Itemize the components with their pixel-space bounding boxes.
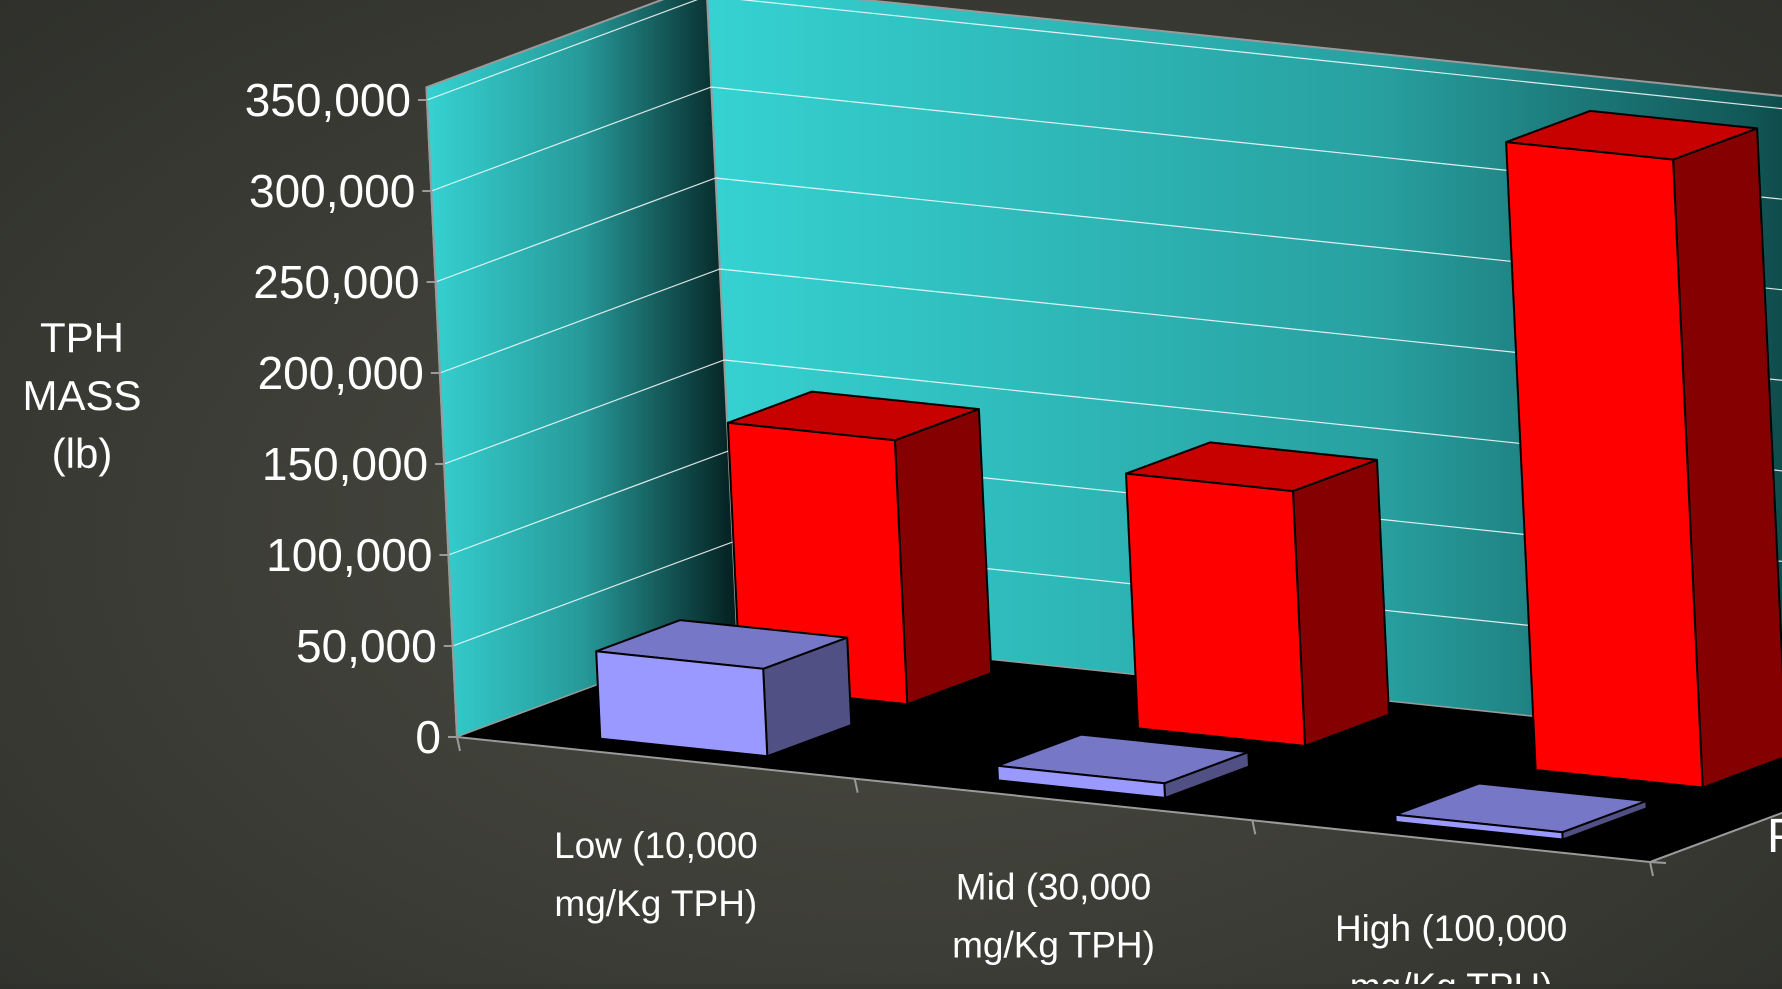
axis-labels: 0 50,000 100,000 150,000 200,000 250,000 300,0… [22,74,1782,989]
y-axis-title-line: MASS [22,372,141,419]
bars [595,109,1782,841]
bar-front [1505,141,1704,789]
depth-tick [1649,861,1667,864]
bar-front [1125,472,1306,747]
x-tick [456,736,461,752]
x-category-label: mg/Kg TPH) [952,925,1155,966]
y-tick-label: 150,000 [262,438,428,490]
y-tick-label: 0 [415,711,441,763]
bar-side [893,408,993,706]
x-category-label: High (100,000 [1335,908,1567,949]
bar-post-3 [1394,782,1648,841]
y-tick-label: 50,000 [296,620,437,672]
gridline [426,0,1782,110]
bar-front [1394,813,1564,841]
x-tick [1251,820,1257,835]
depth-axis-line [1649,811,1782,863]
bar-front [996,764,1166,799]
bar-pre-2 [1125,441,1390,747]
x-category-label: Mid (30,000 [956,867,1151,908]
x-category-label: mg/Kg TPH) [554,883,757,924]
x-category-label: Low (10,000 [554,825,758,866]
y-tick-label: 350,000 [245,74,411,126]
bar-post-1 [595,619,853,758]
y-tick-label: 250,000 [253,256,419,308]
x-tick [853,778,859,793]
x-tick [1649,861,1654,877]
y-tick-label: 300,000 [249,165,415,217]
y-tick-label: 100,000 [266,529,432,581]
bar-post-2 [996,733,1250,799]
bar-pre-3 [1505,109,1782,789]
y-axis-title-line: (lb) [52,430,113,477]
x-axis-line [456,736,1651,863]
y-axis-title-line: TPH [40,314,124,361]
bar-side [1292,458,1390,747]
y-axis-line [426,99,458,738]
x-category-label: mg/Kg TPH) [1350,966,1553,984]
series-label-post: Post [1767,810,1782,863]
y-tick-label: 200,000 [258,347,424,399]
bar-front [595,650,769,758]
